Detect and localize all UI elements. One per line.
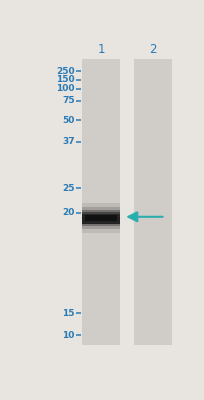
- Bar: [133, 59, 171, 345]
- Text: 250: 250: [56, 66, 74, 76]
- Bar: [82, 212, 119, 224]
- Text: 37: 37: [62, 138, 74, 146]
- Bar: [82, 217, 119, 222]
- Bar: [82, 214, 119, 219]
- Text: 1: 1: [97, 43, 104, 56]
- Text: 100: 100: [56, 84, 74, 93]
- Bar: [85, 216, 116, 221]
- Bar: [82, 203, 119, 233]
- Bar: [82, 207, 119, 229]
- Text: 75: 75: [62, 96, 74, 106]
- Text: 25: 25: [62, 184, 74, 193]
- Text: 10: 10: [62, 330, 74, 340]
- Bar: [82, 210, 119, 226]
- Text: 15: 15: [62, 309, 74, 318]
- Text: 2: 2: [148, 43, 156, 56]
- Bar: [82, 59, 120, 345]
- Text: 20: 20: [62, 208, 74, 217]
- Bar: [82, 220, 119, 224]
- Text: 50: 50: [62, 116, 74, 125]
- Text: 150: 150: [56, 75, 74, 84]
